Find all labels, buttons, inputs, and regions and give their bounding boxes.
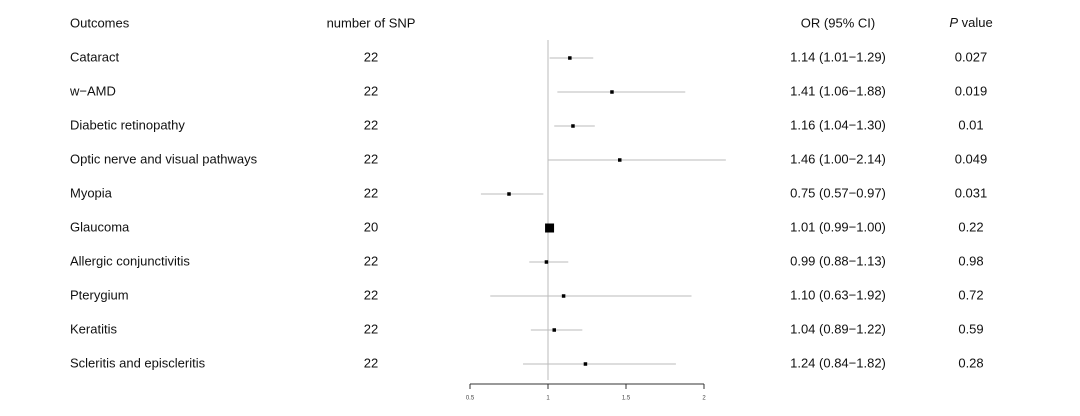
n-snp: 22 bbox=[364, 287, 378, 302]
p-value: 0.72 bbox=[958, 287, 983, 302]
outcome-label: Keratitis bbox=[70, 321, 117, 336]
or-ci: 0.99 (0.88−1.13) bbox=[790, 253, 886, 268]
x-tick-label: 0.5 bbox=[466, 396, 475, 402]
or-ci: 1.16 (1.04−1.30) bbox=[790, 117, 886, 132]
or-ci: 1.10 (0.63−1.92) bbox=[790, 287, 886, 302]
outcome-label: Diabetic retinopathy bbox=[70, 117, 185, 132]
outcome-label: Allergic conjunctivitis bbox=[70, 253, 190, 268]
point-estimate bbox=[610, 90, 614, 94]
point-estimate bbox=[544, 260, 549, 264]
n-snp: 22 bbox=[364, 321, 378, 336]
x-tick-label: 1 bbox=[546, 396, 550, 402]
point-estimate bbox=[583, 362, 588, 366]
outcome-label: Cataract bbox=[70, 49, 120, 64]
n-snp: 22 bbox=[364, 49, 378, 64]
or-ci: 0.75 (0.57−0.97) bbox=[790, 185, 886, 200]
n-snp: 22 bbox=[364, 83, 378, 98]
p-value: 0.027 bbox=[955, 49, 988, 64]
n-snp: 22 bbox=[364, 185, 378, 200]
outcome-label: Scleritis and episcleritis bbox=[70, 355, 206, 370]
p-value: 0.22 bbox=[958, 219, 983, 234]
point-estimate bbox=[545, 223, 555, 233]
p-value: 0.28 bbox=[958, 355, 983, 370]
n-snp: 22 bbox=[364, 355, 378, 370]
or-ci: 1.41 (1.06−1.88) bbox=[790, 83, 886, 98]
point-estimate bbox=[618, 158, 622, 162]
or-ci: 1.14 (1.01−1.29) bbox=[790, 49, 886, 64]
p-value: 0.01 bbox=[958, 117, 983, 132]
p-value: 0.049 bbox=[955, 151, 988, 166]
p-value: 0.59 bbox=[958, 321, 983, 336]
or-ci: 1.04 (0.89−1.22) bbox=[790, 321, 886, 336]
n-snp: 22 bbox=[364, 117, 378, 132]
point-estimate bbox=[571, 124, 575, 128]
point-estimate bbox=[568, 56, 572, 60]
p-value: 0.019 bbox=[955, 83, 988, 98]
point-estimate bbox=[507, 192, 511, 196]
x-tick-label: 1.5 bbox=[622, 396, 631, 402]
or-ci: 1.46 (1.00−2.14) bbox=[790, 151, 886, 166]
header-p: P value bbox=[949, 15, 992, 30]
p-value: 0.031 bbox=[955, 185, 988, 200]
point-estimate bbox=[552, 328, 556, 332]
or-ci: 1.24 (0.84−1.82) bbox=[790, 355, 886, 370]
header-or-ci: OR (95% CI) bbox=[801, 15, 875, 30]
outcome-label: Myopia bbox=[70, 185, 113, 200]
header-outcome: Outcomes bbox=[70, 15, 130, 30]
p-value: 0.98 bbox=[958, 253, 983, 268]
header-n-snp: number of SNP bbox=[327, 15, 416, 30]
n-snp: 22 bbox=[364, 253, 378, 268]
point-estimate bbox=[561, 294, 566, 298]
n-snp: 22 bbox=[364, 151, 378, 166]
outcome-label: Pterygium bbox=[70, 287, 129, 302]
outcome-label: w−AMD bbox=[69, 83, 116, 98]
or-ci: 1.01 (0.99−1.00) bbox=[790, 219, 886, 234]
n-snp: 20 bbox=[364, 219, 378, 234]
outcome-label: Optic nerve and visual pathways bbox=[70, 151, 258, 166]
x-tick-label: 2 bbox=[702, 396, 706, 402]
outcome-label: Glaucoma bbox=[70, 219, 130, 234]
